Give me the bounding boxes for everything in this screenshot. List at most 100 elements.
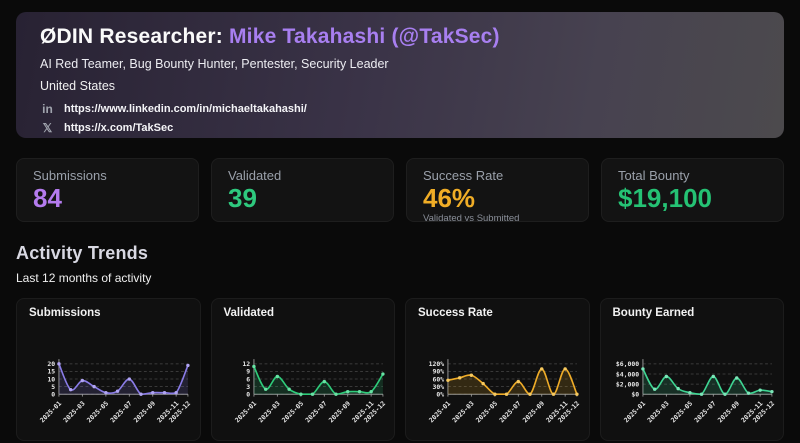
data-point-marker: [687, 391, 692, 395]
data-point-marker: [516, 379, 521, 384]
data-point-marker: [504, 392, 509, 396]
y-tick-label: 30%: [433, 383, 445, 391]
data-point-marker: [333, 392, 338, 396]
stat-label: Success Rate: [423, 168, 504, 183]
data-point-marker: [722, 392, 727, 396]
data-point-marker: [80, 378, 85, 383]
x-tick-label: 2025-05: [85, 399, 110, 424]
researcher-roles: AI Red Teamer, Bug Bounty Hunter, Pentes…: [40, 57, 389, 71]
y-tick-label: 6: [246, 375, 250, 383]
data-point-marker: [481, 381, 485, 386]
chart-title: Submissions: [29, 307, 101, 319]
svg-text:2025-07: 2025-07: [303, 399, 328, 424]
x-tick-label: 2025-05: [474, 399, 499, 424]
data-point-marker: [493, 392, 497, 396]
x-link-row: 𝕏 https://x.com/TakSec: [40, 121, 760, 135]
data-point-marker: [115, 389, 120, 393]
data-point-marker: [446, 378, 450, 382]
data-point-marker: [652, 387, 656, 391]
x-link[interactable]: https://x.com/TakSec: [64, 122, 174, 134]
y-tick-label: $6,000: [615, 360, 638, 368]
section-subtitle: Last 12 months of activity: [16, 271, 152, 285]
data-point-marker: [162, 391, 167, 395]
section-title: Activity Trends: [16, 243, 149, 263]
page-title: ØDIN Researcher: Mike Takahashi (@TakSec…: [40, 25, 760, 49]
data-point-marker: [151, 391, 155, 395]
data-point-marker: [251, 364, 256, 369]
x-tick-label: 2025-07: [303, 399, 328, 424]
y-tick-label: 0: [246, 391, 250, 399]
linkedin-link[interactable]: https://www.linkedin.com/in/michaeltakah…: [64, 103, 307, 115]
stat-label: Submissions: [33, 168, 107, 183]
x-tick-label: 2025-09: [132, 399, 157, 424]
stat-card-success-rate: Success Rate 46% Validated vs Submitted: [406, 158, 589, 225]
svg-text:2025-03: 2025-03: [645, 399, 670, 424]
chart-area-fill: [253, 366, 383, 395]
data-point-marker: [563, 367, 567, 371]
svg-text:2025-09: 2025-09: [132, 399, 157, 424]
svg-text:2025-05: 2025-05: [669, 399, 694, 424]
x-tick-label: 2025-05: [669, 399, 694, 424]
svg-text:2025-03: 2025-03: [62, 399, 87, 424]
chart-card-bounty-earned: Bounty Earned $0 $2,000 $4,000 $6,000 2025-0…: [599, 298, 784, 441]
y-tick-label: 9: [246, 368, 250, 376]
data-point-marker: [310, 392, 314, 396]
stat-label: Total Bounty: [618, 168, 690, 183]
chart-card-validated: Validated 0 3 6 9 12 2025-01 2025-03 2025-05 202…: [210, 298, 395, 441]
svg-text:2025-05: 2025-05: [474, 399, 499, 424]
researcher-name: Mike Takahashi (@TakSec): [228, 25, 500, 48]
data-point-marker: [664, 374, 668, 379]
data-point-marker: [298, 392, 303, 396]
linkedin-icon: in: [42, 102, 53, 116]
svg-text:2025-01: 2025-01: [38, 399, 63, 424]
chart-area-fill: [447, 368, 577, 395]
success-rate-note: Validated vs Submitted: [423, 213, 520, 225]
svg-text:2025-07: 2025-07: [498, 399, 523, 424]
x-tick-label: 2025-03: [645, 399, 670, 424]
y-tick-label: 5: [51, 383, 55, 391]
svg-text:2025-09: 2025-09: [521, 399, 546, 424]
y-tick-label: 10: [47, 375, 55, 383]
data-point-marker: [263, 387, 267, 391]
y-tick-label: 120%: [429, 360, 445, 368]
data-point-marker: [457, 376, 462, 380]
data-point-marker: [640, 367, 645, 371]
x-icon: 𝕏: [42, 121, 53, 135]
data-point-marker: [286, 387, 291, 391]
svg-text:2025-01: 2025-01: [427, 399, 452, 424]
data-point-marker: [757, 388, 762, 392]
title-prefix: ØDIN Researcher:: [40, 25, 229, 48]
x-tick-label: 2025-03: [256, 399, 281, 424]
svg-text:2025-05: 2025-05: [280, 399, 305, 424]
linkedin-link-row: in https://www.linkedin.com/in/michaelta…: [40, 102, 760, 116]
bounty-earned-chart: $0$2,000$4,000$6,0002025-012025-032025-0…: [615, 359, 776, 424]
x-tick-label: 2025-09: [521, 399, 546, 424]
data-point-marker: [769, 389, 774, 394]
x-tick-label: 2025-01: [233, 399, 258, 424]
stat-label: Validated: [228, 168, 282, 183]
x-tick-label: 2025-03: [62, 399, 87, 424]
data-point-marker: [68, 387, 73, 392]
data-point-marker: [92, 384, 96, 389]
x-tick-label: 2025-07: [109, 399, 134, 424]
data-point-marker: [746, 391, 750, 395]
svg-text:2025-09: 2025-09: [716, 399, 741, 424]
chart-title: Validated: [223, 307, 275, 319]
chart-title: Success Rate: [418, 307, 493, 319]
total-bounty-value: $19,100: [618, 183, 712, 213]
y-tick-label: 90%: [433, 368, 445, 376]
activity-trends-section-head: Activity Trends Last 12 months of activi…: [16, 243, 784, 285]
stats-row: Submissions 84 Validated 39 Success Rate…: [16, 158, 784, 225]
researcher-location: United States: [40, 79, 116, 93]
stat-card-submissions: Submissions 84: [16, 158, 199, 222]
y-tick-label: $0: [631, 391, 639, 399]
x-tick-label: 2025-05: [280, 399, 305, 424]
y-tick-label: 12: [242, 360, 250, 368]
data-point-marker: [357, 389, 361, 394]
data-point-marker: [469, 373, 474, 377]
stat-card-validated: Validated 39: [211, 158, 394, 222]
x-tick-label: 2025-03: [451, 399, 476, 424]
svg-text:2025-05: 2025-05: [85, 399, 110, 424]
